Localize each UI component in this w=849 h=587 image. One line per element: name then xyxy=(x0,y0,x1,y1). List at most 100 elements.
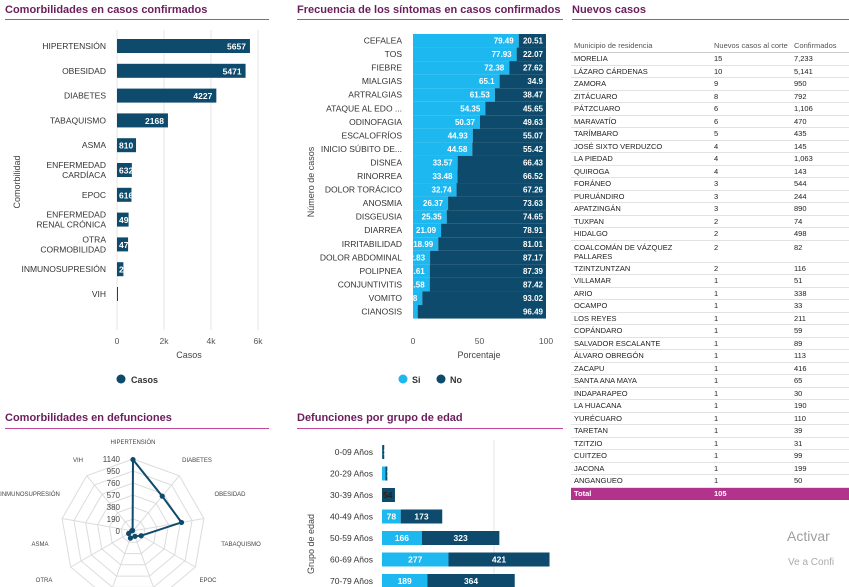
category-label: TABAQUISMO xyxy=(50,115,106,125)
total-value: 105 xyxy=(714,489,727,498)
legend-marker-si xyxy=(398,374,408,384)
cell-confirmados: 30 xyxy=(794,388,803,398)
bar-dark xyxy=(385,466,388,481)
bar xyxy=(117,63,246,78)
table-row: LÁZARO CÁRDENAS 10 5,141 xyxy=(571,66,849,78)
header-nuevos[interactable]: Nuevos casos al corte xyxy=(714,41,788,50)
category-label: ANOSMIA xyxy=(363,198,403,208)
bar-no xyxy=(448,196,546,211)
bar-si xyxy=(413,210,447,224)
data-label-si: 72.38 xyxy=(484,64,505,73)
bar xyxy=(117,212,129,227)
cell-municipio: HIDALGO xyxy=(574,229,608,239)
cell-municipio: LOS REYES xyxy=(574,313,617,323)
bar-no xyxy=(494,88,546,102)
table-row: LOS REYES 1 211 xyxy=(571,313,849,325)
data-label-no: 22.07 xyxy=(523,50,544,59)
data-label: 471 xyxy=(119,240,133,250)
category-label: ENFERMEDAD xyxy=(46,210,106,220)
x-axis-title: Casos xyxy=(176,350,202,360)
data-label: 5657 xyxy=(227,42,246,52)
bar-no xyxy=(457,155,546,170)
bar-no xyxy=(472,128,546,143)
header-confirmados[interactable]: Confirmados xyxy=(794,41,837,50)
category-label: CIANOSIS xyxy=(361,307,402,317)
deaths-age-chart: 0-09 Años 1 20-29 Años 14 30-39 Años 54 40-49 … xyxy=(306,440,550,587)
category-label: IRRITABILIDAD xyxy=(342,239,402,249)
data-label-dark: 364 xyxy=(464,576,478,586)
radar-axis-label: VIH xyxy=(73,458,83,464)
cell-nuevos: 4 xyxy=(714,154,719,164)
radar-spoke xyxy=(70,530,134,568)
table-row: ZAMORA 9 950 xyxy=(571,78,849,91)
data-label-no: 55.42 xyxy=(523,145,544,154)
radar-point xyxy=(130,457,136,463)
bar-dark xyxy=(448,552,550,567)
bar-si xyxy=(413,264,430,278)
data-label-si: 25.35 xyxy=(422,213,443,222)
cell-confirmados: 1,106 xyxy=(794,104,813,114)
data-label-no: 78.91 xyxy=(523,226,544,235)
cell-municipio: CUITZEO xyxy=(574,451,607,461)
cell-confirmados: 211 xyxy=(794,313,806,323)
cell-confirmados: 33 xyxy=(794,301,803,311)
data-label-dark: 173 xyxy=(414,512,428,522)
radar-axis-label: OTRA xyxy=(36,578,53,584)
cell-confirmados: 59 xyxy=(794,326,803,336)
cell-confirmados: 50 xyxy=(794,476,803,486)
bar-no xyxy=(429,264,546,278)
comorbidities-bar-chart: 0 2k 4k 6k 5657 HIPERTENSIÓN 5471 OBESIDAD 4227 D… xyxy=(12,30,263,385)
cell-municipio: LÁZARO CÁRDENAS xyxy=(574,66,648,76)
legend-label-si: Si xyxy=(412,375,421,385)
symptoms-title: Frecuencia de los síntomas en casos conf… xyxy=(297,4,561,16)
data-label-si: 65.1 xyxy=(479,77,495,86)
radar-grid-ring xyxy=(96,494,170,566)
cell-nuevos: 1 xyxy=(714,426,719,436)
data-label-no: 87.42 xyxy=(523,280,544,289)
cell-nuevos: 1 xyxy=(714,301,719,311)
x-tick-label: 100 xyxy=(539,336,553,346)
bar-no xyxy=(430,250,546,265)
data-label: 5471 xyxy=(223,66,242,76)
category-label: VOMITO xyxy=(369,293,403,303)
bar-dark xyxy=(400,509,443,524)
data-label: 38 xyxy=(119,290,129,300)
radar-axis-label: ASMA xyxy=(31,542,48,548)
cell-municipio: TUXPAN xyxy=(574,216,604,226)
cell-confirmados: 74 xyxy=(794,216,803,226)
data-label-light: 166 xyxy=(395,533,409,543)
bar-dark xyxy=(382,488,395,502)
cell-nuevos: 15 xyxy=(714,54,723,64)
category-label: ESCALOFRÍOS xyxy=(342,130,403,140)
cell-confirmados: 470 xyxy=(794,116,807,126)
x-tick-label: 50 xyxy=(475,336,485,346)
data-label-si: 12.83 xyxy=(405,253,426,262)
category-label: CONJUNTIVITIS xyxy=(338,279,403,289)
table-row: SANTA ANA MAYA 1 65 xyxy=(571,375,849,388)
symptoms-stacked-chart: 0 50 100 79.49 20.51 CEFALEA 77.93 22.07 TOS 72.3… xyxy=(306,34,553,385)
bar xyxy=(117,287,118,301)
cell-nuevos: 10 xyxy=(714,66,723,76)
data-label: 632 xyxy=(119,166,133,176)
category-label: DISGEUSIA xyxy=(356,212,403,222)
cell-nuevos: 4 xyxy=(714,141,719,151)
header-municipio[interactable]: Municipio de residencia xyxy=(574,41,653,50)
table-row: SALVADOR ESCALANTE 1 89 xyxy=(571,338,849,350)
bar-no xyxy=(417,305,546,319)
data-label-si: 12.58 xyxy=(405,280,426,289)
title-divider xyxy=(5,428,269,429)
bar-si xyxy=(413,155,458,170)
cell-confirmados: 890 xyxy=(794,204,807,214)
cell-municipio: INDAPARAPEO xyxy=(574,388,628,398)
cell-confirmados: 950 xyxy=(794,79,807,89)
radar-scale-label: 380 xyxy=(107,503,121,512)
data-label-no: 20.51 xyxy=(523,37,544,46)
data-label-no: 73.63 xyxy=(523,199,544,208)
data-label-si: 3.51 xyxy=(397,308,413,317)
category-label: INICIO SÚBITO DE... xyxy=(321,144,402,154)
cell-confirmados: 416 xyxy=(794,363,807,373)
category-label: OBESIDAD xyxy=(62,66,106,76)
radar-point xyxy=(132,533,138,539)
bar-si xyxy=(413,74,500,89)
cell-confirmados: 435 xyxy=(794,129,807,139)
